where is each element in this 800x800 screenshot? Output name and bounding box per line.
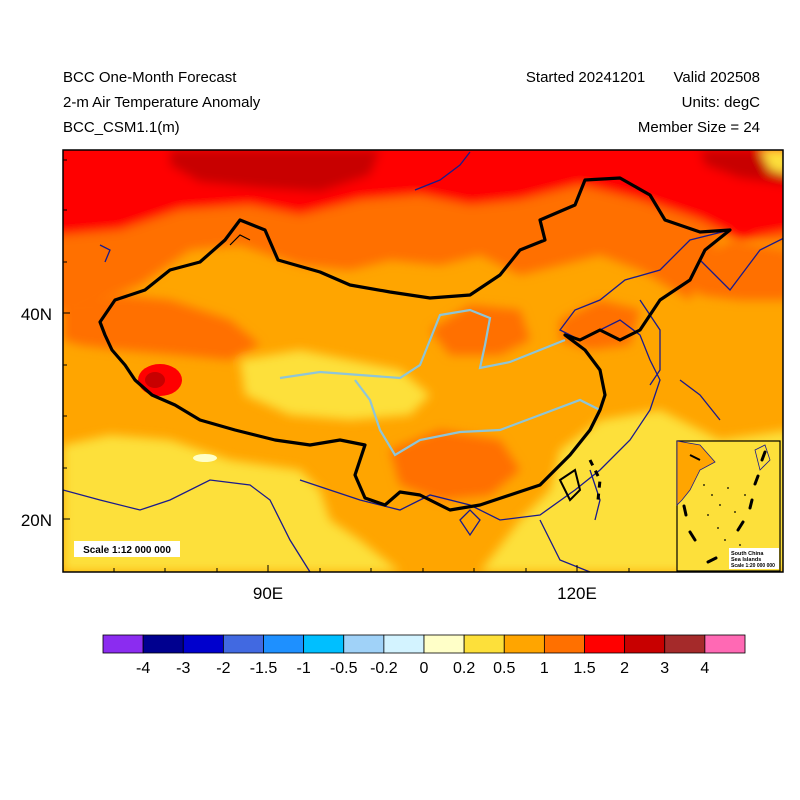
colorbar-swatch <box>704 634 746 654</box>
title-line-1: BCC One-Month Forecast <box>63 69 237 86</box>
colorbar-label: 1.5 <box>573 660 595 677</box>
colorbar-swatch <box>142 634 184 654</box>
colorbar-label: 0.2 <box>453 660 475 677</box>
colorbar-label: -4 <box>136 660 150 677</box>
colorbar-swatch <box>303 634 345 654</box>
colorbar-swatch <box>624 634 666 654</box>
colorbar-label: -1.5 <box>250 660 278 677</box>
colorbar-label: -1 <box>297 660 311 677</box>
inset-map: South China Sea Islands Scale 1:20 000 0… <box>676 440 781 572</box>
lat-label-40n: 40N <box>21 305 52 324</box>
inset-scale: Scale 1:20 000 000 <box>731 563 775 569</box>
colorbar-swatch <box>182 634 224 654</box>
colorbar-swatch <box>263 634 305 654</box>
lat-label-20n: 20N <box>21 511 52 530</box>
colorbar-label: 1 <box>540 660 549 677</box>
rivers <box>279 308 601 457</box>
taiwan-outline <box>558 468 582 502</box>
lon-label-120e: 120E <box>557 584 597 603</box>
valid-date: Valid 202508 <box>673 69 760 86</box>
colorbar-label: 3 <box>660 660 669 677</box>
colorbar-label: -2 <box>216 660 230 677</box>
title-line-2: 2-m Air Temperature Anomaly <box>63 94 261 111</box>
colorbar-swatch <box>102 634 144 654</box>
colorbar-swatch <box>343 634 385 654</box>
china-outline <box>98 176 732 512</box>
colorbar-label: -0.5 <box>330 660 358 677</box>
colorbar-label: 0 <box>420 660 429 677</box>
lon-label-90e: 90E <box>253 584 283 603</box>
inset-title-1: South China <box>731 551 764 557</box>
model-name: BCC_CSM1.1(m) <box>63 119 180 136</box>
scale-label: Scale 1:12 000 000 <box>83 545 171 556</box>
units-label: Units: degC <box>681 94 760 111</box>
date-info: Started 20241201 Valid 202508 <box>526 69 760 87</box>
colorbar: -4 -3 -2 -1.5 -1 -0.5 -0.2 0 0.2 0.5 1 1.5 2 3 4 <box>102 634 746 677</box>
inset-title-2: Sea Islands <box>731 557 761 563</box>
colorbar-swatch <box>664 634 706 654</box>
colorbar-swatch <box>222 634 264 654</box>
colorbar-swatch <box>543 634 585 654</box>
scale-box <box>74 541 180 557</box>
colorbar-label: -0.2 <box>370 660 398 677</box>
started-date: Started 20241201 <box>525 69 646 86</box>
colorbar-swatch <box>584 634 626 654</box>
border-detail <box>229 234 251 246</box>
cool-spot <box>193 454 217 462</box>
colorbar-swatch <box>463 634 505 654</box>
colorbar-label: -3 <box>176 660 190 677</box>
member-size: Member Size = 24 <box>637 119 760 136</box>
colorbar-label: 0.5 <box>493 660 515 677</box>
colorbar-label: 2 <box>620 660 629 677</box>
colorbar-swatch <box>383 634 425 654</box>
colorbar-swatch <box>423 634 465 654</box>
colorbar-swatch <box>503 634 545 654</box>
colorbar-label: 4 <box>700 660 709 677</box>
coastlines <box>63 151 783 572</box>
hot-spot-core <box>145 372 165 388</box>
